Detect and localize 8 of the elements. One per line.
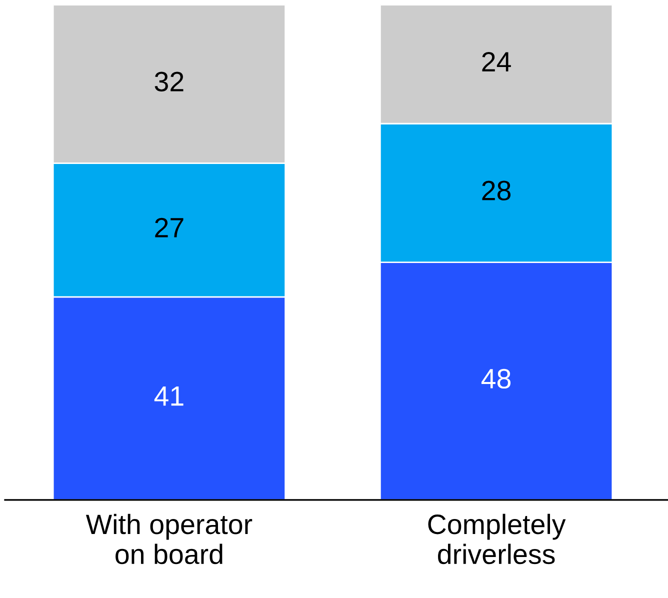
data-label: 48 <box>481 368 511 389</box>
x-tick-label: Completely driverless <box>428 514 566 564</box>
data-label: 32 <box>154 72 184 92</box>
data-label: 24 <box>482 52 511 72</box>
data-label: 27 <box>155 218 184 238</box>
x-tick-label: With operator on board <box>86 514 252 564</box>
data-label: 28 <box>482 180 511 200</box>
data-label: 41 <box>154 386 184 406</box>
